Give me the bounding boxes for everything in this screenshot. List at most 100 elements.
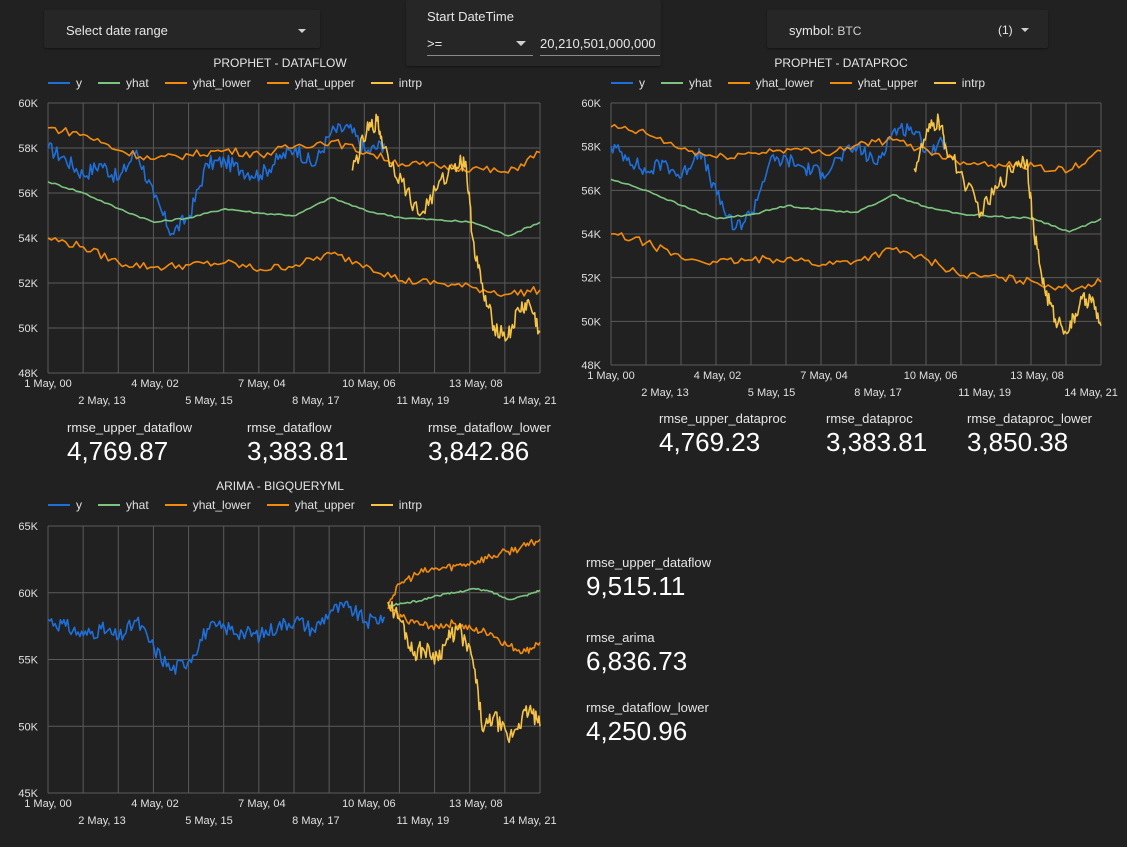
legend-item-y[interactable]: y bbox=[611, 76, 645, 90]
y-tick-label: 56K bbox=[18, 188, 38, 200]
x-tick-label: 5 May, 15 bbox=[185, 815, 233, 827]
y-tick-label: 58K bbox=[18, 143, 38, 155]
series-line-y bbox=[47, 123, 386, 236]
series-line-yhat bbox=[387, 587, 541, 607]
x-tick-label: 14 May, 21 bbox=[1064, 387, 1118, 399]
legend-swatch bbox=[48, 504, 70, 506]
legend-label: y bbox=[639, 76, 645, 90]
legend-swatch bbox=[98, 82, 120, 84]
chevron-down-icon bbox=[516, 41, 526, 46]
series-line-yhat-upper bbox=[47, 126, 541, 174]
x-tick-label: 7 May, 04 bbox=[238, 378, 286, 390]
x-tick-label: 4 May, 02 bbox=[694, 370, 742, 382]
legend-item-yhat-upper[interactable]: yhat_upper bbox=[266, 76, 355, 90]
start-datetime-input[interactable]: 20,210,501,000,000 bbox=[540, 36, 660, 56]
legend-item-yhat[interactable]: yhat bbox=[98, 76, 149, 90]
y-tick-label: 60K bbox=[581, 98, 601, 110]
y-tick-label: 54K bbox=[581, 229, 601, 241]
legend-item-yhat-lower[interactable]: yhat_lower bbox=[164, 498, 251, 512]
legend-swatch bbox=[933, 82, 956, 84]
x-tick-label: 1 May, 00 bbox=[587, 370, 635, 382]
legend-label: yhat bbox=[689, 76, 712, 90]
x-tick-label: 1 May, 00 bbox=[24, 378, 72, 390]
x-tick-label: 10 May, 06 bbox=[342, 798, 396, 810]
legend-label: yhat_upper bbox=[294, 76, 355, 90]
y-tick-label: 60K bbox=[18, 98, 38, 110]
y-tick-label: 55K bbox=[18, 655, 38, 667]
y-tick-label: 45K bbox=[18, 788, 38, 800]
legend-label: yhat_upper bbox=[857, 76, 918, 90]
x-tick-label: 13 May, 08 bbox=[449, 378, 503, 390]
series-line-yhat bbox=[610, 178, 1102, 233]
series-line-yhat bbox=[47, 181, 541, 237]
legend-arima: y yhat yhat_lower yhat_upper intrp bbox=[48, 498, 422, 512]
metric-rmse-upper-dataflow-arima: rmse_upper_dataflow 9,515.11 bbox=[586, 555, 711, 602]
metric-label: rmse_upper_dataflow bbox=[67, 420, 193, 435]
x-tick-label: 2 May, 13 bbox=[641, 387, 689, 399]
legend-item-yhat-upper[interactable]: yhat_upper bbox=[266, 498, 355, 512]
chevron-down-icon bbox=[1021, 28, 1029, 32]
legend-label: yhat_lower bbox=[755, 76, 814, 90]
symbol-count: (1) bbox=[998, 23, 1013, 37]
series-line-yhat-upper bbox=[387, 538, 541, 604]
x-tick-label: 4 May, 02 bbox=[131, 378, 179, 390]
legend-label: intrp bbox=[961, 76, 986, 90]
legend-swatch bbox=[611, 82, 633, 84]
chart-title-dataproc: PROPHET - DATAPROC bbox=[774, 56, 908, 70]
series-line-intrp bbox=[387, 601, 541, 744]
chart-title-arima: ARIMA - BIGQUERYML bbox=[216, 479, 344, 493]
legend-label: yhat_upper bbox=[294, 498, 355, 512]
legend-swatch bbox=[98, 504, 120, 506]
legend-swatch bbox=[164, 82, 187, 84]
series-line-yhat-lower bbox=[610, 232, 1102, 293]
metric-rmse-dataproc: rmse_dataproc 3,383.81 bbox=[826, 411, 927, 458]
legend-label: intrp bbox=[398, 76, 423, 90]
legend-swatch bbox=[661, 82, 683, 84]
symbol-selector[interactable]: symbol: BTC (1) bbox=[767, 10, 1048, 48]
metric-value: 3,383.81 bbox=[247, 436, 349, 466]
legend-label: yhat bbox=[126, 76, 149, 90]
chevron-down-icon bbox=[298, 29, 306, 33]
metric-rmse-dataproc-lower: rmse_dataproc_lower 3,850.38 bbox=[967, 411, 1092, 458]
metric-value: 3,842.86 bbox=[428, 436, 530, 466]
x-tick-label: 14 May, 21 bbox=[503, 395, 557, 407]
symbol-label-text: symbol bbox=[789, 23, 831, 38]
x-tick-label: 5 May, 15 bbox=[748, 387, 796, 399]
symbol-label: symbol: BTC bbox=[789, 23, 862, 38]
legend-item-intrp[interactable]: intrp bbox=[370, 76, 423, 90]
legend-item-yhat-lower[interactable]: yhat_lower bbox=[727, 76, 814, 90]
metric-value: 3,383.81 bbox=[826, 427, 928, 457]
y-tick-label: 54K bbox=[18, 233, 38, 245]
legend-item-intrp[interactable]: intrp bbox=[933, 76, 986, 90]
date-range-label: Select date range bbox=[66, 23, 168, 38]
series-line-yhat-lower bbox=[387, 605, 541, 655]
legend-item-yhat[interactable]: yhat bbox=[98, 498, 149, 512]
legend-item-y[interactable]: y bbox=[48, 76, 82, 90]
x-tick-label: 11 May, 19 bbox=[396, 395, 449, 407]
x-tick-label: 7 May, 04 bbox=[238, 798, 286, 810]
metric-rmse-dataflow-lower: rmse_dataflow_lower 3,842.86 bbox=[428, 420, 551, 467]
x-tick-label: 8 May, 17 bbox=[854, 387, 902, 399]
series-line-yhat-lower bbox=[47, 237, 541, 297]
date-range-selector[interactable]: Select date range bbox=[44, 10, 320, 48]
legend-item-y[interactable]: y bbox=[48, 498, 82, 512]
legend-swatch bbox=[370, 82, 393, 84]
legend-item-intrp[interactable]: intrp bbox=[370, 498, 422, 512]
metric-label: rmse_arima bbox=[586, 630, 655, 645]
operator-value: >= bbox=[427, 36, 443, 51]
legend-item-yhat-upper[interactable]: yhat_upper bbox=[829, 76, 918, 90]
legend-item-yhat-lower[interactable]: yhat_lower bbox=[164, 76, 251, 90]
y-tick-label: 48K bbox=[581, 360, 601, 372]
legend-swatch bbox=[164, 504, 187, 506]
operator-select[interactable]: >= bbox=[427, 36, 533, 56]
series-line-y bbox=[47, 600, 386, 675]
start-datetime-filter: Start DateTime >= 20,210,501,000,000 bbox=[406, 0, 661, 66]
legend-swatch bbox=[48, 82, 70, 84]
y-tick-label: 52K bbox=[581, 273, 601, 285]
legend-item-yhat[interactable]: yhat bbox=[661, 76, 712, 90]
metric-rmse-upper-dataproc: rmse_upper_dataproc 4,769.23 bbox=[659, 411, 786, 458]
metric-label: rmse_upper_dataflow bbox=[586, 555, 712, 570]
metric-label: rmse_upper_dataproc bbox=[659, 411, 787, 426]
x-tick-label: 7 May, 04 bbox=[800, 370, 848, 382]
